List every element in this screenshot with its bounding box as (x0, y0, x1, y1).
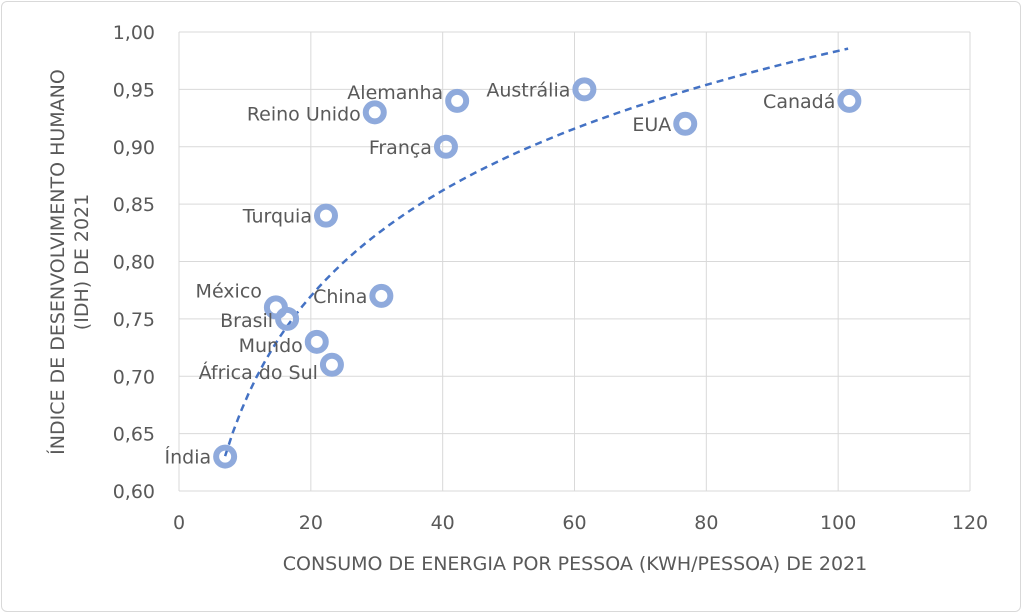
point-marker (572, 77, 597, 102)
y-tick-label: 0,85 (113, 194, 155, 216)
point-label: Austrália (486, 79, 570, 101)
gridlines (178, 31, 971, 492)
x-tick-label: 40 (431, 512, 455, 534)
point-marker (313, 203, 338, 228)
x-tick-label: 60 (562, 512, 586, 534)
x-axis-ticks: 0 20 40 60 80 100 120 (173, 512, 988, 534)
y-tick-label: 0,95 (113, 79, 155, 101)
y-axis-ticks: 0,60 0,65 0,70 0,75 0,80 0,85 0,90 0,95 1,00 (113, 22, 155, 503)
point-marker (304, 329, 329, 354)
y-tick-label: 0,70 (113, 366, 155, 388)
y-tick-label: 1,00 (113, 22, 155, 44)
point-label: França (369, 137, 432, 159)
point-label: EUA (632, 114, 671, 136)
point-label: Mundo (239, 335, 303, 357)
y-axis-title-line-2: (IDH) DE 2021 (71, 194, 93, 330)
x-tick-label: 20 (299, 512, 323, 534)
data-point: Índia (165, 444, 238, 469)
data-point: Brasil (220, 306, 300, 332)
y-tick-label: 0,65 (113, 424, 155, 446)
point-marker (319, 352, 344, 377)
data-point: China (313, 283, 394, 308)
point-marker (837, 88, 862, 113)
point-label: Canadá (763, 91, 835, 113)
data-point: Canadá (763, 88, 862, 113)
data-point: França (369, 134, 458, 159)
data-points: Índia México Brasil Mundo África do Sul China… (165, 77, 862, 469)
point-marker (673, 111, 698, 136)
point-marker (445, 88, 470, 113)
point-label: China (313, 286, 367, 308)
x-tick-label: 80 (694, 512, 718, 534)
x-tick-label: 0 (173, 512, 185, 534)
x-tick-label: 120 (952, 512, 988, 534)
y-tick-label: 0,90 (113, 137, 155, 159)
y-tick-label: 0,60 (113, 481, 155, 503)
data-point: Turquia (242, 203, 338, 228)
point-label: México (196, 280, 262, 302)
data-point: Austrália (486, 77, 597, 102)
point-label: Brasil (220, 310, 273, 332)
point-label: Alemanha (347, 82, 443, 104)
data-point: EUA (632, 111, 698, 136)
point-marker (213, 444, 238, 469)
point-label: Reino Unido (247, 103, 361, 125)
y-tick-label: 0,75 (113, 309, 155, 331)
y-axis-title-line-1: ÍNDICE DE DESENVOLVIMENTO HUMANO (46, 69, 69, 455)
point-marker (369, 283, 394, 308)
point-marker (275, 306, 300, 331)
data-point: Alemanha (347, 82, 470, 113)
point-label: Índia (165, 446, 212, 469)
data-point: África do Sul (199, 352, 344, 384)
x-tick-label: 100 (820, 512, 856, 534)
trendline (223, 47, 849, 457)
point-label: Turquia (242, 206, 312, 228)
point-label: África do Sul (199, 361, 318, 384)
point-marker (362, 100, 387, 125)
x-axis-title: CONSUMO DE ENERGIA POR PESSOA (KWH/PESSO… (283, 553, 868, 575)
point-marker (433, 134, 458, 159)
data-point: Reino Unido (247, 100, 387, 125)
data-point: Mundo (239, 329, 329, 357)
y-tick-label: 0,80 (113, 252, 155, 274)
